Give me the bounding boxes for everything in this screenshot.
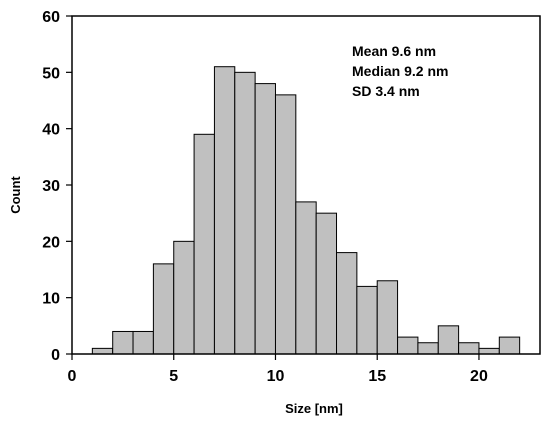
histogram-bar [274, 94, 297, 355]
histogram-bar [254, 83, 276, 355]
x-tick-label: 20 [470, 368, 488, 385]
histogram-bar [356, 285, 378, 355]
histogram-bar [315, 212, 338, 355]
histogram-bar [295, 201, 317, 355]
histogram-bar [132, 330, 154, 355]
x-tick-label: 5 [169, 368, 178, 385]
x-tick-label: 15 [368, 368, 386, 385]
x-tick-label: 10 [267, 368, 285, 385]
y-axis-title: Count [8, 176, 23, 214]
stats-annotation: Median 9.2 nm [352, 63, 448, 79]
histogram-bar [112, 330, 134, 355]
stats-annotation: SD 3.4 nm [352, 83, 420, 99]
histogram-bar [193, 133, 215, 355]
y-tick-label: 40 [42, 122, 60, 139]
x-tick-label: 0 [68, 368, 77, 385]
histogram-bar [376, 280, 399, 355]
y-tick-label: 30 [42, 178, 60, 195]
histogram-bar [478, 347, 500, 355]
y-tick-label: 10 [42, 291, 60, 308]
histogram-bar [397, 336, 419, 355]
histogram-bar [152, 263, 175, 355]
y-tick-label: 0 [51, 347, 60, 364]
histogram-bar [498, 336, 521, 355]
histogram-bar [173, 240, 195, 355]
histogram-bar [458, 342, 480, 355]
histogram-bar [213, 66, 236, 355]
histogram-bar [437, 325, 460, 355]
histogram-bar [417, 342, 439, 355]
histogram-bar [234, 71, 256, 355]
y-tick-label: 60 [42, 9, 60, 26]
x-axis-title: Size [nm] [285, 401, 343, 416]
histogram-bar [91, 347, 114, 355]
y-tick-label: 50 [42, 65, 60, 82]
histogram-bar [336, 252, 358, 355]
y-tick-label: 20 [42, 234, 60, 251]
stats-annotation: Mean 9.6 nm [352, 43, 436, 59]
